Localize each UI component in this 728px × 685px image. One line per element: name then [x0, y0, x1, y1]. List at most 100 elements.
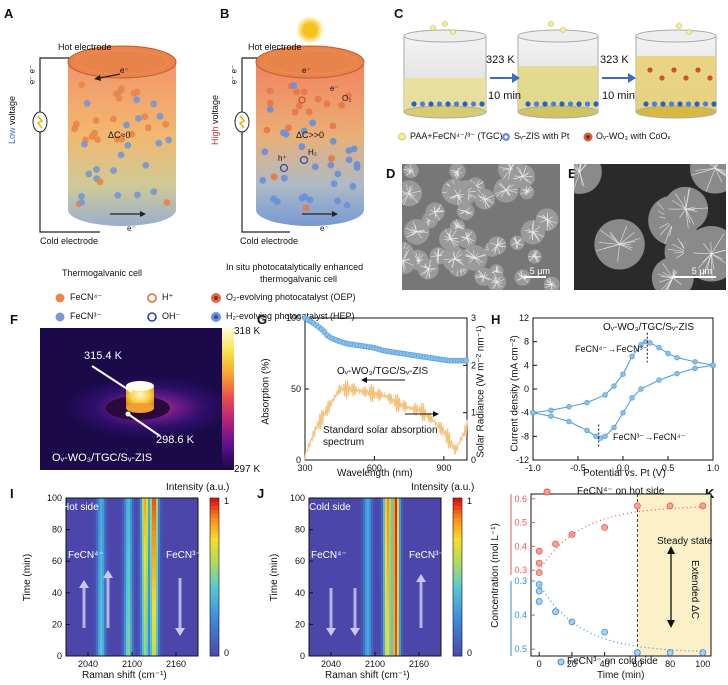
- heatmap-cell: [405, 504, 408, 512]
- heatmap-cell: [144, 599, 147, 606]
- heatmap-cell: [321, 542, 324, 549]
- heatmap-cell: [124, 561, 127, 568]
- heatmap-cell: [90, 573, 93, 581]
- heatmap-cell: [335, 523, 338, 530]
- heatmap-cell: [180, 548, 183, 556]
- heatmap-cell: [78, 498, 81, 505]
- hot-point: [535, 547, 543, 555]
- heatmap-cell: [405, 599, 408, 606]
- heatmap-cell: [164, 605, 167, 613]
- heatmap-cell: [321, 516, 324, 524]
- heatmap-cell: [369, 510, 372, 518]
- heatmap-cell: [90, 523, 93, 530]
- heatmap-cell: [437, 637, 440, 644]
- heatmap-cell: [138, 529, 141, 537]
- heatmap-cell: [152, 643, 155, 651]
- heatmap-cell: [84, 561, 87, 568]
- heatmap-cell: [168, 618, 171, 625]
- heatmap-cell: [118, 504, 121, 512]
- heatmap-cell: [146, 561, 149, 568]
- heatmap-cell: [339, 637, 342, 644]
- heatmap-cell: [339, 529, 342, 537]
- heatmap-cell: [323, 649, 326, 657]
- heatmap-cell: [176, 529, 179, 537]
- heatmap-cell: [383, 586, 386, 594]
- heatmap-cell: [361, 618, 364, 625]
- heatmap-cell: [86, 567, 89, 575]
- heatmap-cell: [313, 510, 316, 518]
- heatmap-cell: [367, 573, 370, 581]
- heatmap-cell: [341, 542, 344, 549]
- heatmap-cell: [84, 516, 87, 524]
- heatmap-cell: [100, 611, 103, 619]
- heatmap-cell: [88, 548, 91, 556]
- heatmap-cell: [114, 618, 117, 625]
- heatmap-cell: [403, 624, 406, 632]
- heatmap-cell: [192, 510, 195, 518]
- heatmap-cell: [333, 630, 336, 638]
- heatmap-cell: [132, 599, 135, 606]
- heatmap-cell: [136, 618, 139, 625]
- heatmap-cell: [365, 592, 368, 600]
- steady-state-region: [637, 494, 711, 656]
- heatmap-cell: [184, 529, 187, 537]
- heatmap-cell: [383, 618, 386, 625]
- heatmap-cell: [180, 554, 183, 562]
- heatmap-cell: [142, 624, 145, 632]
- heatmap-cell: [138, 523, 141, 530]
- heatmap-cell: [128, 580, 131, 587]
- heatmap-cell: [403, 586, 406, 594]
- heatmap-cell: [403, 637, 406, 644]
- heatmap-cell: [168, 643, 171, 651]
- colorbar-segment: [453, 573, 462, 578]
- colorbar-segment: [210, 513, 219, 519]
- heatmap-cell: [377, 542, 380, 549]
- heatmap-cell: [401, 504, 404, 512]
- heatmap-cell: [140, 637, 143, 644]
- heatmap-cell: [66, 548, 69, 556]
- heatmap-cell: [363, 643, 366, 651]
- heatmap-cell: [70, 548, 73, 556]
- heatmap-cell: [403, 561, 406, 568]
- heatmap-cell: [425, 592, 428, 600]
- heatmap-cell: [68, 535, 71, 543]
- heatmap-cell: [343, 567, 346, 575]
- heatmap-cell: [144, 580, 147, 587]
- x-tick-label: 2100: [365, 659, 385, 669]
- particle-dot: [550, 101, 557, 107]
- heatmap-cell: [130, 630, 133, 638]
- heatmap-cell: [74, 586, 77, 594]
- heatmap-cell: [345, 624, 348, 632]
- heatmap-cell: [176, 592, 179, 600]
- heatmap-cell: [136, 605, 139, 613]
- heatmap-cell: [357, 542, 360, 549]
- heatmap-cell: [162, 580, 165, 587]
- heatmap-cell: [423, 548, 426, 556]
- heatmap-cell: [343, 580, 346, 587]
- heatmap-cell: [363, 504, 366, 512]
- heatmap-cell: [315, 523, 318, 530]
- heatmap-cell: [102, 504, 105, 512]
- heatmap-cell: [359, 567, 362, 575]
- heatmap-cell: [317, 504, 320, 512]
- heatmap-cell: [335, 624, 338, 632]
- heatmap-cell: [120, 554, 123, 562]
- heatmap-cell: [411, 561, 414, 568]
- y-tick-label: 100: [47, 493, 62, 503]
- x-tick-label: 2100: [122, 659, 142, 669]
- heatmap-cell: [333, 649, 336, 657]
- legend-markers: [55, 293, 221, 322]
- heatmap-cell: [437, 504, 440, 512]
- ion-ball: [280, 129, 287, 137]
- heatmap-cell: [377, 548, 380, 556]
- heatmap-cell: [357, 548, 360, 556]
- heatmap-cell: [102, 516, 105, 524]
- heatmap-cell: [138, 504, 141, 512]
- heatmap-cell: [311, 611, 314, 619]
- heatmap-cell: [333, 592, 336, 600]
- heatmap-cell: [343, 618, 346, 625]
- heatmap-cell: [90, 586, 93, 594]
- heatmap-cell: [108, 561, 111, 568]
- colorbar-segment: [210, 561, 219, 566]
- heatmap-cell: [333, 510, 336, 518]
